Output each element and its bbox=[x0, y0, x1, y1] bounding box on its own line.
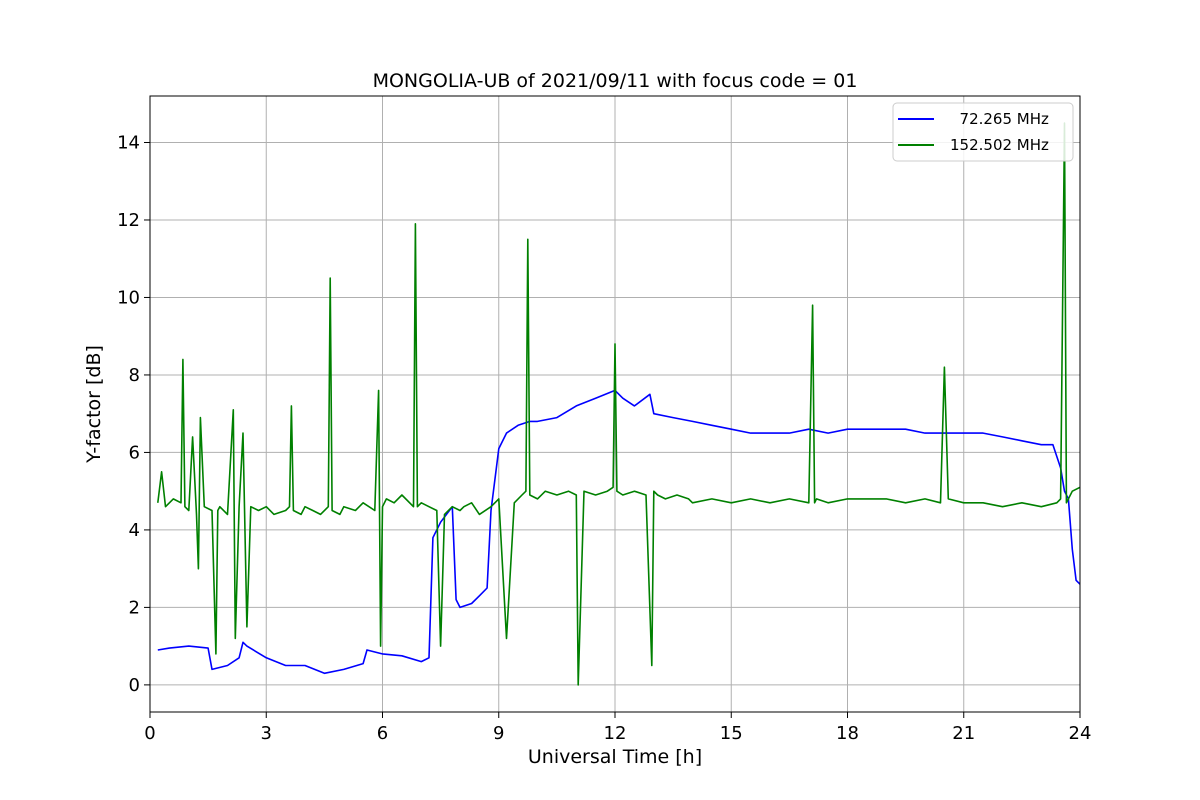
y-tick-label: 10 bbox=[117, 287, 140, 308]
y-tick-label: 4 bbox=[129, 520, 140, 541]
y-axis-label: Y-factor [dB] bbox=[83, 345, 105, 464]
y-tick-label: 14 bbox=[117, 132, 140, 153]
chart-title: MONGOLIA-UB of 2021/09/11 with focus cod… bbox=[373, 70, 858, 92]
legend-label-1: 152.502 MHz bbox=[950, 136, 1049, 154]
legend-box bbox=[892, 102, 1074, 162]
x-tick-label: 21 bbox=[952, 723, 975, 744]
series-layer bbox=[157, 122, 1081, 686]
y-axis: 0 2 4 6 8 10 12 14 bbox=[117, 132, 150, 696]
x-tick-label: 12 bbox=[604, 723, 627, 744]
x-axis: 0 3 6 9 12 15 18 21 24 bbox=[144, 712, 1091, 744]
legend: 72.265 MHz 152.502 MHz bbox=[892, 102, 1074, 162]
y-tick-label: 12 bbox=[117, 210, 140, 231]
x-tick-label: 24 bbox=[1069, 723, 1092, 744]
series-line-0 bbox=[157, 389, 1081, 675]
x-tick-label: 0 bbox=[144, 723, 155, 744]
y-tick-label: 6 bbox=[129, 442, 140, 463]
y-tick-label: 2 bbox=[129, 597, 140, 618]
x-tick-label: 9 bbox=[493, 723, 504, 744]
y-tick-label: 0 bbox=[129, 675, 140, 696]
x-tick-label: 18 bbox=[836, 723, 859, 744]
y-tick-label: 8 bbox=[129, 365, 140, 386]
legend-label-0: 72.265 MHz bbox=[950, 110, 1049, 128]
x-tick-label: 6 bbox=[377, 723, 388, 744]
x-axis-label: Universal Time [h] bbox=[528, 746, 702, 768]
x-tick-label: 15 bbox=[720, 723, 743, 744]
x-tick-label: 3 bbox=[261, 723, 272, 744]
series-line-1 bbox=[157, 122, 1081, 686]
